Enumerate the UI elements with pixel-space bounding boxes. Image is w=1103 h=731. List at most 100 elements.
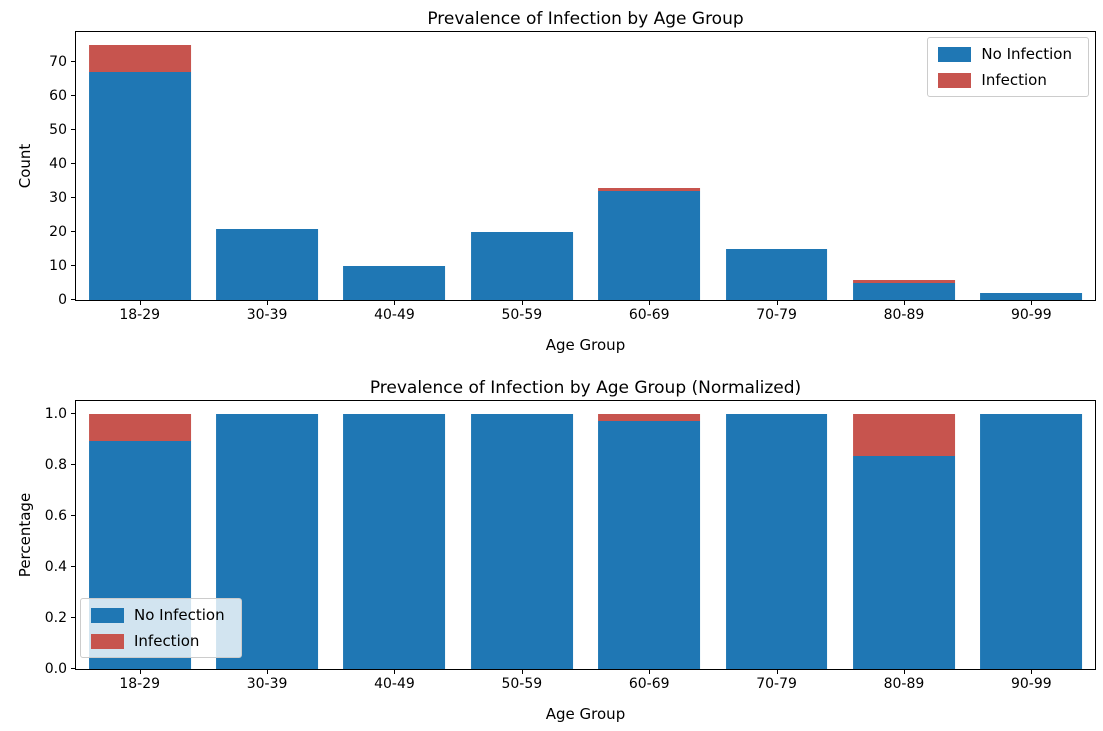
legend-swatch-no-infection — [91, 607, 124, 623]
y-tick-mark — [71, 412, 76, 414]
x-tick-label: 70-79 — [756, 307, 797, 323]
x-tick-label: 90-99 — [1010, 676, 1052, 692]
bar-segment-infection — [852, 413, 955, 457]
x-tick-mark — [521, 669, 523, 674]
bar-segment-no-infection — [88, 72, 191, 300]
bar-50-59 — [470, 32, 573, 300]
bar-segment-no-infection — [216, 228, 319, 300]
legend: No Infection Infection — [80, 598, 242, 658]
y-tick-label: 0.4 — [44, 558, 67, 575]
x-tick-mark — [394, 669, 396, 674]
x-tick-mark — [649, 669, 651, 674]
y-tick-mark — [71, 196, 76, 198]
bar-segment-infection — [88, 413, 191, 442]
bar-30-39 — [216, 32, 319, 300]
legend-swatch-infection — [938, 72, 972, 88]
y-tick-mark — [71, 565, 76, 567]
legend-swatch-infection — [91, 633, 124, 649]
legend-label: Infection — [134, 632, 200, 650]
x-tick-label: 50-59 — [501, 307, 543, 323]
count-chart-title: Prevalence of Infection by Age Group — [427, 9, 744, 29]
x-tick-label: 60-69 — [628, 676, 670, 692]
y-tick-mark — [71, 230, 76, 232]
x-tick-label: 90-99 — [1010, 307, 1052, 323]
legend-item: Infection — [938, 71, 1078, 89]
x-tick-label: 80-89 — [883, 307, 925, 323]
y-tick-mark — [71, 616, 76, 618]
bar-90-99 — [980, 401, 1083, 669]
bar-70-79 — [725, 401, 828, 669]
x-tick-label: 40-49 — [374, 307, 415, 323]
bar-40-49 — [343, 401, 446, 669]
bar-segment-no-infection — [980, 413, 1083, 669]
y-tick-label: 30 — [49, 189, 67, 206]
x-tick-mark — [394, 300, 396, 305]
y-tick-label: 50 — [49, 121, 67, 138]
x-tick-mark — [267, 669, 269, 674]
legend-label: Infection — [981, 71, 1047, 89]
x-tick-label: 30-39 — [246, 676, 288, 692]
y-tick-label: 1.0 — [44, 405, 67, 422]
bar-70-79 — [725, 32, 828, 300]
normalized-chart-title: Prevalence of Infection by Age Group (No… — [369, 378, 802, 398]
bar-segment-no-infection — [470, 231, 573, 300]
normalized-chart-y-axis-label: Percentage — [16, 492, 34, 578]
x-tick-label: 50-59 — [501, 676, 543, 692]
bar-18-29 — [88, 32, 191, 300]
legend-swatch-no-infection — [938, 46, 972, 62]
y-tick-mark — [71, 463, 76, 465]
bar-60-69 — [598, 32, 701, 300]
count-chart-y-axis-label: Count — [16, 143, 34, 189]
bar-90-99 — [980, 32, 1083, 300]
bar-segment-no-infection — [598, 421, 701, 669]
x-tick-label: 30-39 — [246, 307, 288, 323]
legend-item: No Infection — [91, 606, 231, 624]
y-tick-label: 0.0 — [44, 661, 67, 677]
count-chart-plot-area: 0 10 20 30 40 50 60 70 18-29 30-39 40-49 50-59 60-69… — [49, 31, 1096, 323]
legend-label: No Infection — [981, 45, 1072, 63]
y-tick-mark — [71, 60, 76, 62]
x-tick-mark — [139, 669, 141, 674]
bar-segment-no-infection — [470, 413, 573, 669]
bar-40-49 — [343, 32, 446, 300]
y-tick-label: 60 — [49, 87, 67, 104]
x-tick-mark — [776, 669, 778, 674]
bar-80-89 — [852, 401, 955, 669]
count-chart-x-axis-label: Age Group — [545, 336, 626, 354]
y-tick-label: 0.8 — [44, 456, 67, 473]
y-tick-label: 0 — [58, 292, 67, 308]
bar-segment-no-infection — [725, 413, 828, 669]
x-tick-label: 18-29 — [119, 676, 161, 692]
y-tick-label: 20 — [49, 223, 67, 240]
y-tick-mark — [71, 514, 76, 516]
bar-80-89 — [852, 32, 955, 300]
x-tick-label: 60-69 — [628, 307, 670, 323]
x-tick-mark — [903, 669, 905, 674]
y-tick-mark — [71, 299, 76, 300]
x-tick-label: 40-49 — [374, 676, 415, 692]
y-tick-mark — [71, 94, 76, 96]
y-tick-mark — [71, 264, 76, 266]
bar-segment-no-infection — [852, 282, 955, 300]
legend-label: No Infection — [134, 606, 225, 624]
x-tick-mark — [1031, 669, 1033, 674]
bar-segment-no-infection — [598, 191, 701, 300]
y-tick-mark — [71, 668, 76, 669]
x-tick-mark — [1031, 300, 1033, 305]
y-tick-mark — [71, 128, 76, 130]
normalized-chart-plot-area: 0.0 0.2 0.4 0.6 0.8 1.0 18-29 30-39 40-49 50-59 60… — [45, 400, 1096, 692]
legend-item: Infection — [91, 632, 231, 650]
x-tick-mark — [521, 300, 523, 305]
y-tick-label: 70 — [49, 53, 67, 70]
legend: No Infection Infection — [927, 37, 1089, 97]
bar-segment-infection — [88, 44, 191, 72]
x-tick-mark — [267, 300, 269, 305]
y-tick-label: 0.6 — [44, 507, 67, 524]
bar-segment-no-infection — [343, 265, 446, 300]
bar-segment-no-infection — [852, 456, 955, 669]
y-tick-label: 40 — [49, 155, 67, 172]
bar-segment-no-infection — [343, 413, 446, 669]
bar-50-59 — [470, 401, 573, 669]
bar-segment-infection — [852, 279, 955, 283]
